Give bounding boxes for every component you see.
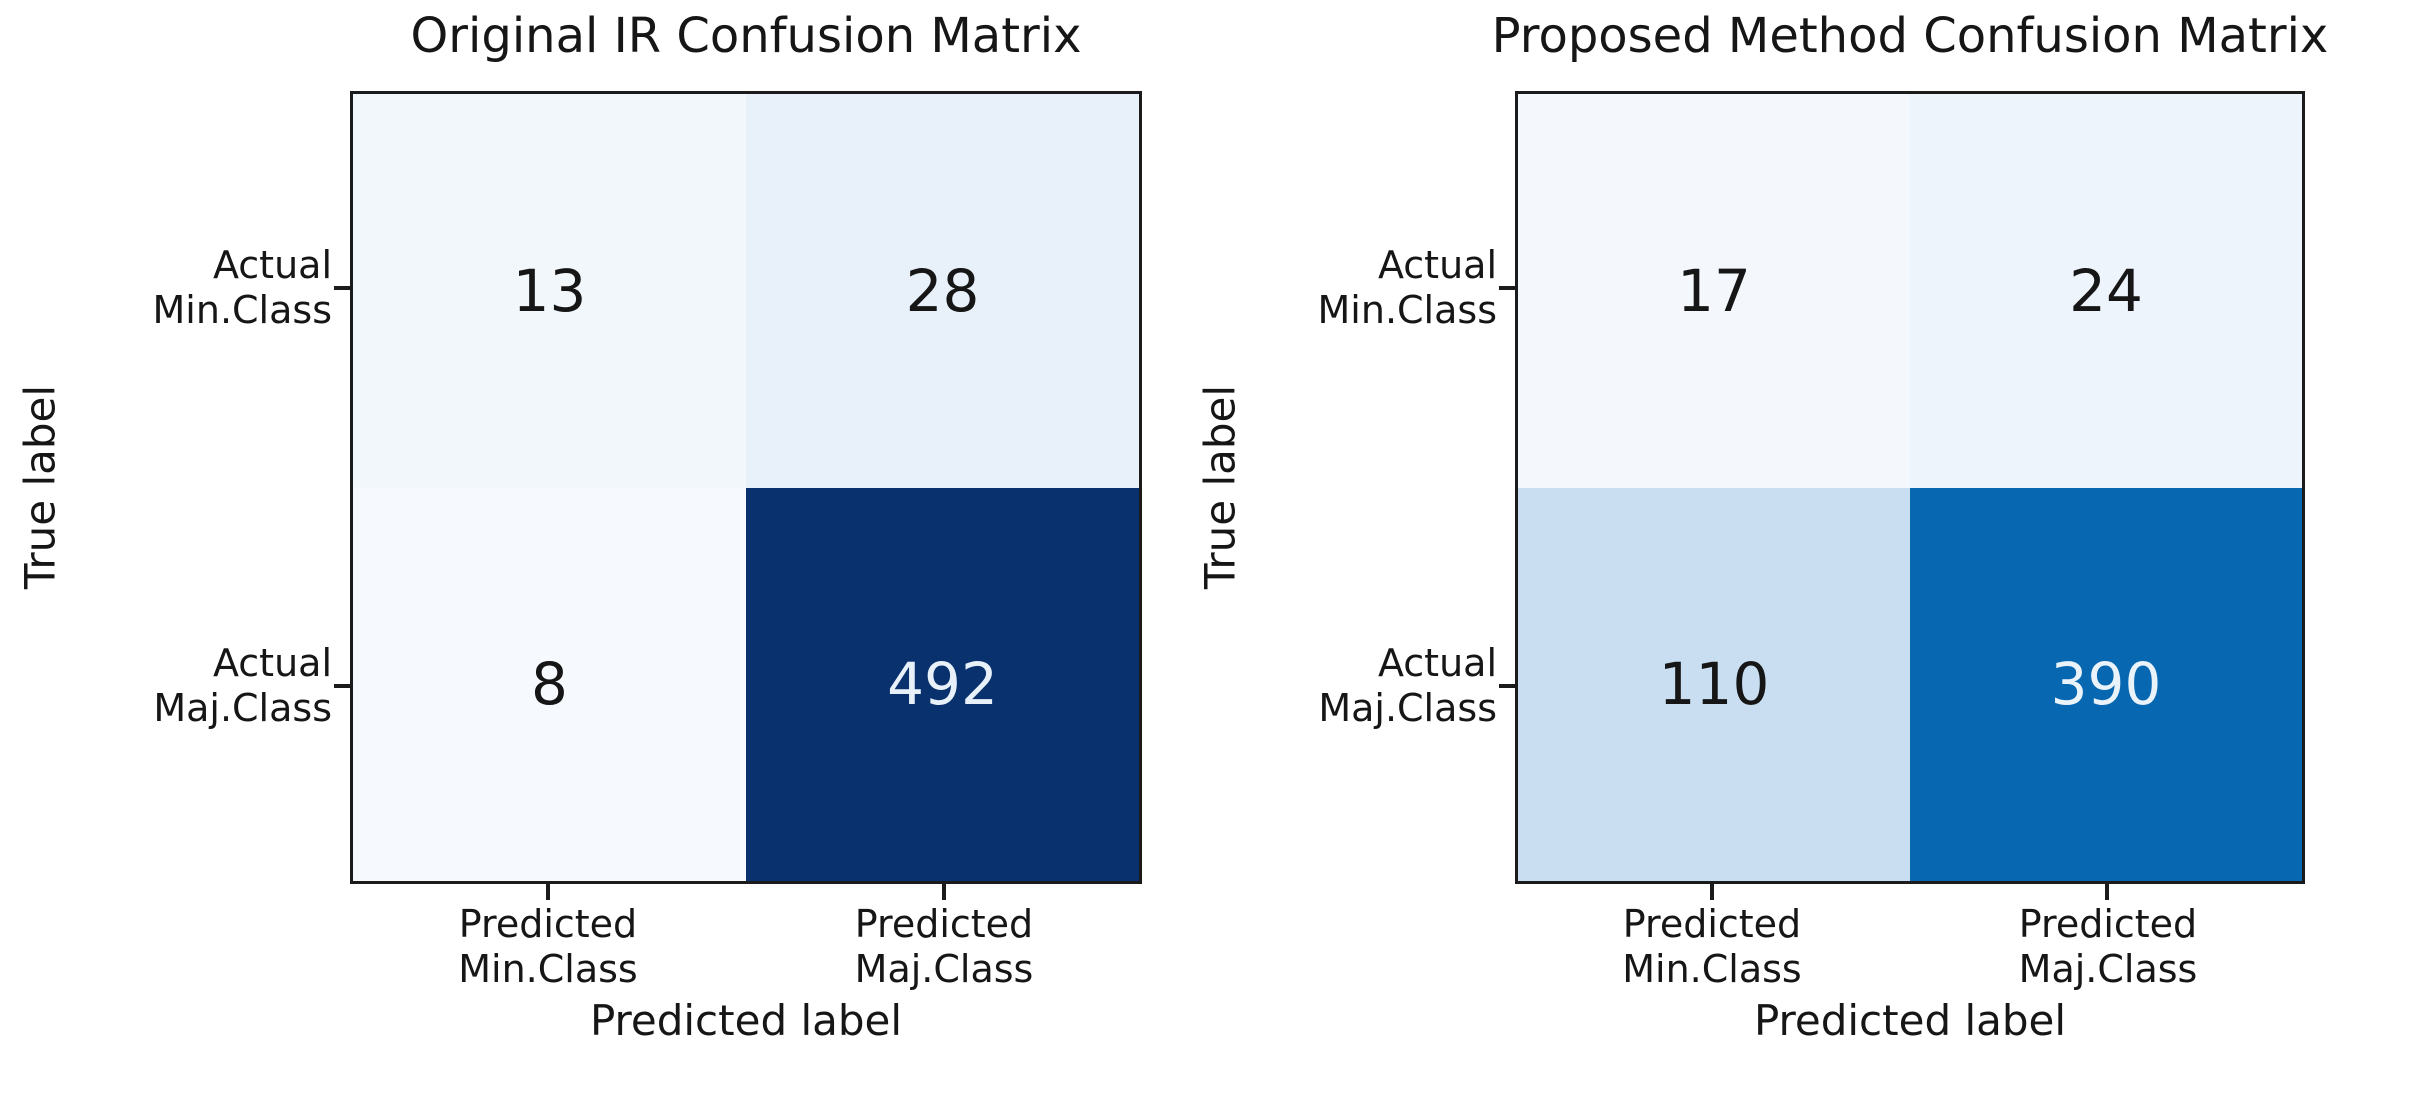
chart-title-proposed-method: Proposed Method Confusion Matrix xyxy=(1491,8,2329,64)
y-tick-label-actual-min: Actual Min.Class xyxy=(1317,243,1497,332)
x-tick-mark xyxy=(942,884,946,900)
x-axis-label: Predicted label xyxy=(1753,996,2067,1045)
heatmap-cell-r1c0: 110 xyxy=(1518,487,1910,881)
y-tick-mark xyxy=(334,684,350,688)
y-tick-mark xyxy=(1499,286,1515,290)
x-tick-label-pred-min: Predicted Min.Class xyxy=(1622,902,1802,991)
heatmap-cell-r1c1: 492 xyxy=(746,487,1139,881)
heatmap-cell-r0c1: 24 xyxy=(1910,94,2302,488)
y-tick-label-actual-maj: Actual Maj.Class xyxy=(153,641,332,730)
heatmap-cell-r0c1: 28 xyxy=(746,94,1139,488)
heatmap-cell-r0c0: 17 xyxy=(1518,94,1910,488)
x-axis-label: Predicted label xyxy=(589,996,903,1045)
x-tick-mark xyxy=(2105,884,2109,900)
heatmap-cell-r0c0: 13 xyxy=(353,94,746,488)
x-tick-label-pred-min: Predicted Min.Class xyxy=(458,902,638,991)
heatmap-cell-r1c1: 390 xyxy=(1910,487,2302,881)
y-axis-label: True label xyxy=(15,384,65,590)
y-tick-label-actual-maj: Actual Maj.Class xyxy=(1318,641,1497,730)
y-tick-mark xyxy=(334,286,350,290)
x-tick-label-pred-maj: Predicted Maj.Class xyxy=(854,902,1034,991)
heatmap-proposed-method: 17 24 110 390 xyxy=(1515,91,2305,884)
y-tick-label-actual-min: Actual Min.Class xyxy=(152,243,332,332)
y-axis-label: True label xyxy=(1195,384,1245,590)
x-tick-mark xyxy=(546,884,550,900)
y-tick-mark xyxy=(1499,684,1515,688)
heatmap-original-ir: 13 28 8 492 xyxy=(350,91,1142,884)
chart-title-original-ir: Original IR Confusion Matrix xyxy=(410,8,1082,64)
x-tick-mark xyxy=(1710,884,1714,900)
heatmap-cell-r1c0: 8 xyxy=(353,487,746,881)
x-tick-label-pred-maj: Predicted Maj.Class xyxy=(2018,902,2198,991)
